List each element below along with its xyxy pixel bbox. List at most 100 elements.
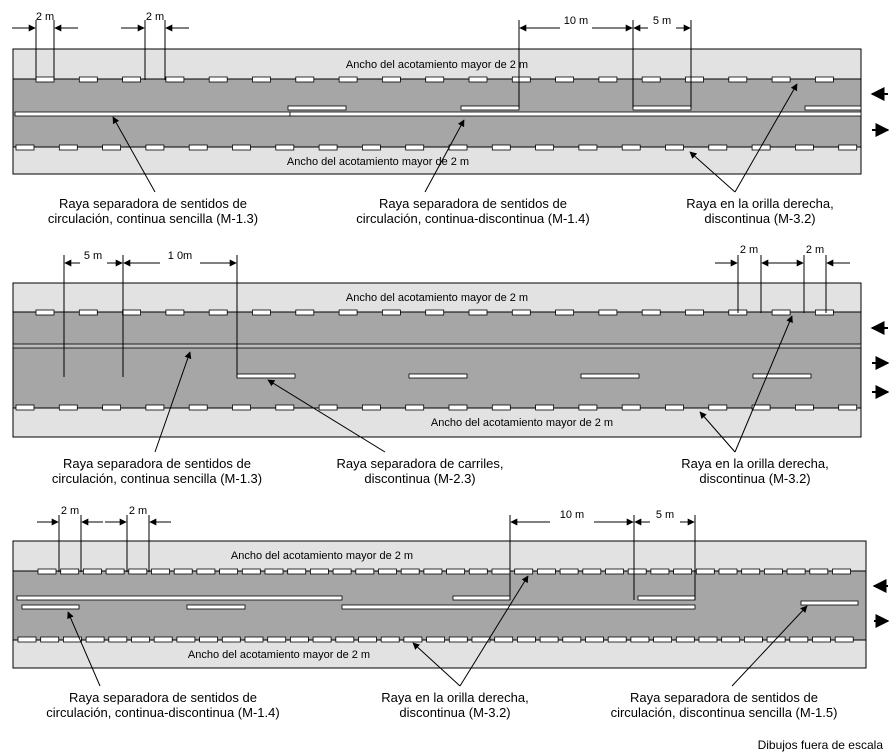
- diagram-1: Ancho del acotamiento mayor de 2 m Ancho…: [12, 11, 889, 193]
- callout-label: Raya en la orilla derecha, discontinua (…: [660, 196, 860, 226]
- dash-mark: [208, 76, 228, 83]
- callout-label: Raya separadora de sentidos de circulaci…: [8, 690, 318, 720]
- callout-line: discontinua (M-3.2): [399, 705, 511, 720]
- dash-mark: [809, 568, 829, 575]
- dash-mark: [289, 636, 309, 643]
- dash-mark: [650, 568, 670, 575]
- shoulder-label: Ancho del acotamiento mayor de 2 m: [231, 550, 413, 562]
- leader-line: [734, 315, 793, 453]
- dash-mark: [582, 568, 602, 575]
- dash-mark: [199, 636, 219, 643]
- svg-text:2 m: 2 m: [146, 11, 164, 23]
- dash-mark: [539, 636, 559, 643]
- dash-mark: [621, 404, 641, 411]
- dash-mark: [448, 144, 468, 151]
- dash-mark: [358, 636, 377, 643]
- dash-mark: [264, 568, 284, 575]
- dash-mark: [605, 568, 624, 575]
- dash-mark: [381, 309, 401, 316]
- shoulder-label: Ancho del acotamiento mayor de 2 m: [287, 156, 469, 168]
- dash-mark: [58, 404, 78, 411]
- dash-mark: [208, 309, 228, 316]
- dash-mark: [673, 568, 692, 575]
- center-line-continuous: [14, 111, 291, 117]
- leader-line: [699, 411, 736, 453]
- dash-mark: [559, 568, 579, 575]
- dash-mark: [598, 76, 618, 83]
- callout-line: circulación, continua sencilla (M-1.3): [47, 211, 259, 226]
- dash-mark: [309, 568, 329, 575]
- dash-mark: [153, 636, 173, 643]
- callout-label: Raya separadora de sentidos de circulaci…: [12, 456, 302, 486]
- dash-mark: [641, 76, 661, 83]
- shoulder-label: Ancho del acotamiento mayor de 2 m: [188, 649, 370, 661]
- dash-mark: [78, 309, 98, 316]
- callout-line: Raya separadora de sentidos de: [630, 690, 818, 705]
- diagram-2: Ancho del acotamiento mayor de 2 m Ancho…: [12, 244, 889, 453]
- dash-mark: [578, 144, 598, 151]
- dash-mark: [188, 404, 208, 411]
- svg-text:2 m: 2 m: [806, 244, 824, 256]
- bottom-shoulder: [12, 146, 862, 175]
- callout-line: Raya separadora de sentidos de: [63, 456, 251, 471]
- dash-mark: [771, 76, 791, 83]
- dimension-10m: 10 m: [518, 15, 634, 108]
- scale-footnote: Dibujos fuera de escala: [757, 738, 883, 752]
- dash-mark: [318, 404, 338, 411]
- callout-line: Raya separadora de sentidos de: [59, 196, 247, 211]
- callout-line: discontinua (M-3.2): [704, 211, 816, 226]
- dash-mark: [131, 636, 150, 643]
- dash-mark: [834, 636, 854, 643]
- dash-mark: [15, 144, 35, 151]
- center-line-dash: [804, 105, 862, 111]
- dash-mark: [471, 636, 491, 643]
- dash-mark: [287, 568, 307, 575]
- edge-line-dashes: [17, 568, 854, 643]
- dash-mark: [252, 309, 271, 316]
- dash-mark: [578, 404, 598, 411]
- dash-mark: [381, 76, 401, 83]
- dimension-2m: 2 m: [37, 505, 103, 572]
- dash-mark: [771, 309, 791, 316]
- dash-mark: [102, 144, 121, 151]
- dimension-2m: 2 m: [105, 505, 171, 572]
- dash-mark: [598, 309, 618, 316]
- dash-mark: [764, 568, 783, 575]
- bottom-shoulder: [12, 407, 862, 438]
- leader-line: [154, 351, 192, 453]
- dash-mark: [491, 144, 511, 151]
- callout-line: discontinua (M-3.2): [699, 471, 811, 486]
- dash-mark: [35, 76, 55, 83]
- dash-mark: [468, 568, 488, 575]
- dash-mark: [665, 144, 684, 151]
- dash-mark: [537, 568, 556, 575]
- dash-mark: [585, 636, 604, 643]
- dash-mark: [795, 404, 814, 411]
- top-shoulder: [12, 282, 862, 313]
- dash-mark: [491, 568, 511, 575]
- dash-mark: [641, 309, 661, 316]
- dash-mark: [665, 404, 684, 411]
- leader-line: [689, 151, 736, 193]
- leader-line: [731, 605, 808, 687]
- dimension-10m: 10 m: [509, 509, 635, 600]
- callout-line: Raya en la orilla derecha,: [681, 456, 829, 471]
- dimension-5m: 5 m: [634, 509, 696, 600]
- leader-line: [412, 642, 461, 687]
- callout-line: Raya separadora de sentidos de: [69, 690, 257, 705]
- lane-line-dashes: [236, 373, 812, 379]
- dash-mark: [708, 144, 728, 151]
- center-line-dash: [186, 604, 246, 610]
- bottom-shoulder: [12, 639, 867, 669]
- dash-mark: [275, 144, 295, 151]
- dash-mark: [128, 568, 148, 575]
- svg-text:2 m: 2 m: [129, 505, 147, 517]
- callout-line: circulación, discontinua sencilla (M-1.5…: [610, 705, 838, 720]
- leader-line: [67, 611, 101, 687]
- dash-mark: [244, 636, 264, 643]
- dash-mark: [236, 373, 296, 379]
- dash-mark: [627, 568, 647, 575]
- svg-text:5 m: 5 m: [653, 15, 671, 27]
- dash-mark: [165, 76, 185, 83]
- edge-line-dashes: [15, 76, 858, 151]
